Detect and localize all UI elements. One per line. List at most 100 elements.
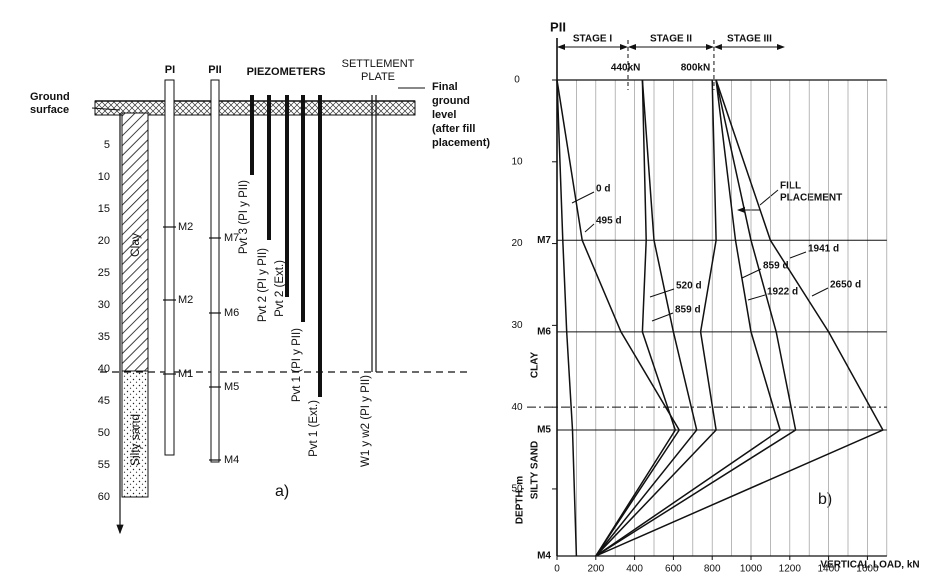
y-tick-label: 20: [511, 238, 523, 249]
label-leader: [811, 287, 829, 297]
depth-label: 30: [98, 299, 110, 311]
x-tick-label: 400: [626, 564, 643, 575]
depth-label: 45: [98, 395, 110, 407]
stage-label: STAGE III: [727, 34, 772, 45]
settlement-label: PLATE: [361, 71, 395, 83]
label-leader: [747, 294, 766, 301]
depth-marker-label: M7: [537, 235, 551, 246]
depth-label: 20: [98, 235, 110, 247]
x-tick-label: 200: [587, 564, 604, 575]
instrument-label: Pvt 2 (Ext.): [274, 260, 286, 317]
x-axis-label: VERTICAL LOAD, kN: [820, 560, 919, 571]
pii-label: PII: [208, 64, 221, 76]
stage-label: STAGE I: [573, 34, 612, 45]
pii-tube: [210, 79, 220, 463]
pi-marker: M1: [178, 368, 193, 380]
curve-label: 520 d: [676, 281, 702, 292]
x-tick-label: 1400: [817, 564, 840, 575]
x-tick-label: 1000: [740, 564, 763, 575]
y-tick-label: 30: [511, 320, 523, 331]
depth-label: 60: [98, 491, 110, 503]
instrument-label: Pvt 1 (Ext.): [308, 400, 320, 457]
pi-tube: [164, 79, 175, 456]
x-tick-label: 0: [554, 564, 560, 575]
label-leader: [651, 312, 674, 322]
y-tick-label: 40: [511, 402, 523, 413]
axis-title: PII: [550, 19, 566, 34]
depth-marker-label: M4: [537, 551, 551, 562]
label-leader: [584, 223, 595, 233]
load-annotation: 800kN: [681, 63, 710, 74]
curve-label: 1922 d: [767, 287, 798, 298]
depth-label: 25: [98, 267, 110, 279]
depth-label: 55: [98, 459, 110, 471]
x-tick-label: 1200: [779, 564, 802, 575]
pii-marker: M7: [224, 232, 239, 244]
y-tick-label: 10: [511, 156, 523, 167]
ground-label: Ground: [30, 91, 70, 103]
pi-marker: M2: [178, 221, 193, 233]
load-curve: [595, 79, 781, 557]
pii-marker: M6: [224, 307, 239, 319]
curve-label: 1941 d: [808, 244, 839, 255]
sand-label: Silty sand: [128, 414, 142, 466]
y-tick-label: 50: [511, 484, 523, 495]
depth-label: 15: [98, 203, 110, 215]
load-curve: [556, 79, 578, 557]
ground-label: surface: [30, 104, 69, 116]
load-curve: [595, 79, 677, 557]
load-annotation: 440kN: [611, 63, 640, 74]
final-level-label: (after fill: [432, 123, 475, 135]
label-leader: [571, 191, 595, 204]
pii-marker: M4: [224, 454, 239, 466]
x-tick-label: 800: [704, 564, 721, 575]
final-level-label: ground: [432, 95, 470, 107]
depth-label: 5: [104, 139, 110, 151]
load-curve: [595, 79, 884, 557]
depth-label: 35: [98, 331, 110, 343]
label-leader: [741, 268, 762, 279]
curve-label: 495 d: [596, 216, 622, 227]
fill-label: PLACEMENT: [780, 193, 842, 204]
final-level-label: placement): [432, 137, 490, 149]
depth-label: 50: [98, 427, 110, 439]
final-level-label: level: [432, 109, 456, 121]
panel-a: PI PII PIEZOMETERS SETTLEMENT PLATE Grou…: [30, 58, 490, 535]
label-leader: [649, 288, 675, 298]
panel-b: PII DEPTH, m VERTICAL LOAD, kN b) FILL P…: [515, 19, 920, 570]
depth-label: 40: [98, 363, 110, 375]
pi-marker: M2: [178, 294, 193, 306]
curve-label: 0 d: [596, 184, 610, 195]
instrument-label: Pvt 3 (PI y PII): [238, 180, 250, 254]
instrument-label: Pvt 1 (PI y PII): [291, 328, 303, 402]
settlement-label: SETTLEMENT: [342, 58, 415, 70]
x-tick-label: 1600: [856, 564, 879, 575]
depth-marker-label: M6: [537, 327, 551, 338]
curve-label: 2650 d: [830, 280, 861, 291]
x-tick-label: 600: [665, 564, 682, 575]
leader: [759, 189, 779, 206]
curve-label: 859 d: [763, 261, 789, 272]
load-curve: [595, 79, 698, 557]
load-curve: [556, 79, 681, 557]
clay-label: Clay: [128, 233, 142, 257]
stage-label: STAGE II: [650, 34, 692, 45]
final-level-label: Final: [432, 81, 458, 93]
fill-label: FILL: [780, 181, 801, 192]
soil-label: CLAY: [530, 352, 541, 379]
load-curve: [595, 79, 717, 557]
pi-label: PI: [165, 64, 175, 76]
y-tick-label: 0: [514, 75, 520, 86]
panel-label: b): [818, 491, 832, 508]
depth-marker-label: M5: [537, 425, 551, 436]
panel-label: a): [275, 483, 289, 500]
label-leader: [789, 251, 807, 259]
piezometers-label: PIEZOMETERS: [247, 66, 326, 78]
clay-column: [121, 112, 149, 372]
y-axis-label: DEPTH, m: [515, 476, 526, 524]
soil-label: SILTY SAND: [530, 441, 541, 500]
curve-label: 859 d: [675, 305, 701, 316]
sand-column: [121, 370, 149, 498]
pii-marker: M5: [224, 381, 239, 393]
